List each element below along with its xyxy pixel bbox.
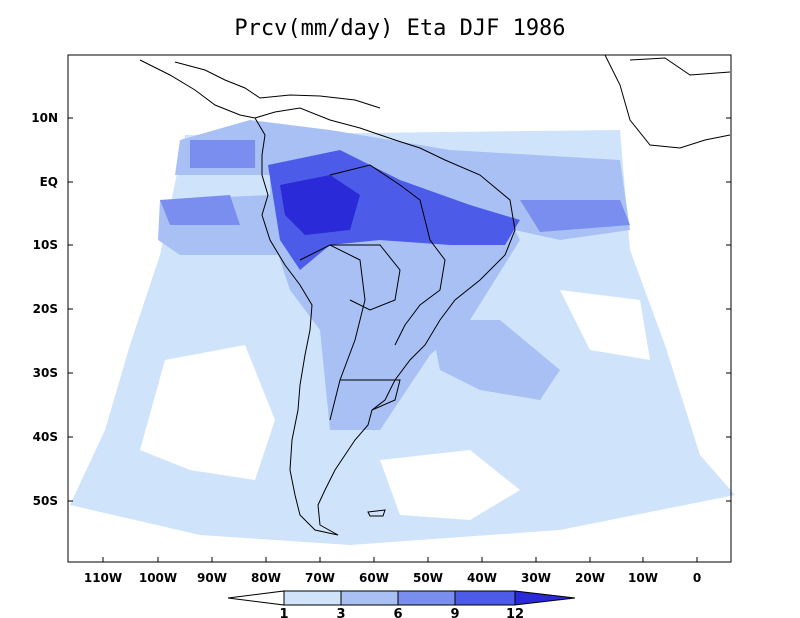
precip-core-atlantic — [160, 195, 240, 225]
colorbar-seg-1 — [283, 590, 342, 606]
falkland-islands — [367, 509, 386, 517]
central-america-coast-north — [174, 61, 381, 109]
y-tick-label: 20S — [33, 302, 58, 316]
x-tick: 110W — [84, 557, 122, 585]
x-tick: 50W — [413, 557, 443, 585]
y-tick-label: 10S — [33, 238, 58, 252]
colorbar-label: 3 — [336, 607, 345, 618]
africa-border — [629, 57, 731, 76]
map-title: Prcv(mm/day) Eta DJF 1986 — [234, 16, 566, 41]
precip-core-north — [190, 140, 255, 168]
precip-gap-west — [140, 345, 275, 480]
y-tick: 50S — [33, 494, 731, 508]
precip-core-east — [520, 200, 630, 232]
x-tick-label: 50W — [413, 571, 443, 585]
y-tick-label: 50S — [33, 494, 58, 508]
colorbar-label: 6 — [393, 607, 402, 618]
x-tick: 90W — [197, 557, 227, 585]
central-america-coast — [139, 59, 256, 119]
south-america-coast — [254, 107, 516, 536]
y-tick: 10N — [31, 111, 731, 125]
y-tick-label: EQ — [40, 175, 58, 189]
y-tick-label: 10N — [31, 111, 58, 125]
colorbar-label: 9 — [450, 607, 459, 618]
x-tick: 10W — [628, 557, 658, 585]
y-tick: 20S — [33, 302, 731, 316]
colorbar-seg-4 — [454, 590, 516, 606]
x-tick: 100W — [139, 557, 177, 585]
x-tick: 60W — [359, 557, 389, 585]
precip-field — [70, 120, 735, 545]
y-tick-label: 30S — [33, 366, 58, 380]
x-tick-label: 40W — [467, 571, 497, 585]
x-tick: 70W — [305, 557, 335, 585]
x-tick: 0 — [693, 557, 701, 585]
precip-core-darkest — [280, 175, 360, 235]
x-tick-label: 0 — [693, 571, 701, 585]
colorbar-seg-over — [514, 590, 576, 606]
x-tick: 30W — [521, 557, 551, 585]
x-tick: 20W — [575, 557, 605, 585]
x-axis: 110W 100W 90W 80W 70W 60W 50W 40W 30W 20… — [84, 557, 701, 585]
colorbar-seg-under — [227, 590, 285, 606]
colorbar-label: 1 — [279, 607, 288, 618]
precip-sacz — [430, 320, 560, 400]
x-tick-label: 30W — [521, 571, 551, 585]
precip-gap-south — [380, 450, 520, 520]
x-tick-label: 100W — [139, 571, 177, 585]
x-tick-label: 90W — [197, 571, 227, 585]
x-tick-label: 80W — [251, 571, 281, 585]
y-tick: 10S — [33, 238, 731, 252]
argentina-border — [340, 379, 401, 411]
x-tick-label: 70W — [305, 571, 335, 585]
colorbar-seg-3 — [397, 590, 456, 606]
bolivia-border — [330, 244, 401, 311]
x-tick-label: 60W — [359, 571, 389, 585]
precip-gap-ne — [560, 290, 650, 360]
y-tick: 40S — [33, 430, 731, 444]
y-tick: EQ — [40, 175, 731, 189]
colorbar: 1 3 6 9 12 — [227, 590, 576, 618]
x-tick-label: 110W — [84, 571, 122, 585]
colorbar-seg-2 — [340, 590, 399, 606]
x-tick-label: 20W — [575, 571, 605, 585]
x-tick: 40W — [467, 557, 497, 585]
x-tick: 80W — [251, 557, 281, 585]
y-tick: 30S — [33, 366, 731, 380]
x-tick-label: 10W — [628, 571, 658, 585]
colorbar-label: 12 — [506, 607, 524, 618]
coastlines — [139, 54, 731, 536]
brazil-border — [329, 164, 446, 346]
y-axis: 10N EQ 10S 20S 30S 40S — [31, 111, 731, 508]
y-tick-label: 40S — [33, 430, 58, 444]
africa-coast — [604, 54, 731, 149]
